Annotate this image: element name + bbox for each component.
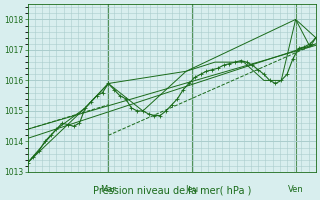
Text: Jeu: Jeu xyxy=(185,185,198,194)
X-axis label: Pression niveau de la mer( hPa ): Pression niveau de la mer( hPa ) xyxy=(92,186,251,196)
Text: Ven: Ven xyxy=(288,185,304,194)
Text: Mar: Mar xyxy=(100,185,116,194)
